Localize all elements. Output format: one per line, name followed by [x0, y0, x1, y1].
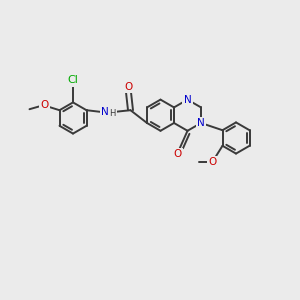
Text: H: H — [109, 109, 116, 118]
Text: O: O — [124, 82, 133, 92]
Text: Cl: Cl — [68, 75, 78, 85]
Text: O: O — [40, 100, 49, 110]
Text: N: N — [101, 107, 109, 117]
Text: N: N — [197, 118, 205, 128]
Text: O: O — [208, 157, 217, 167]
Text: N: N — [184, 94, 191, 105]
Text: O: O — [173, 149, 181, 159]
